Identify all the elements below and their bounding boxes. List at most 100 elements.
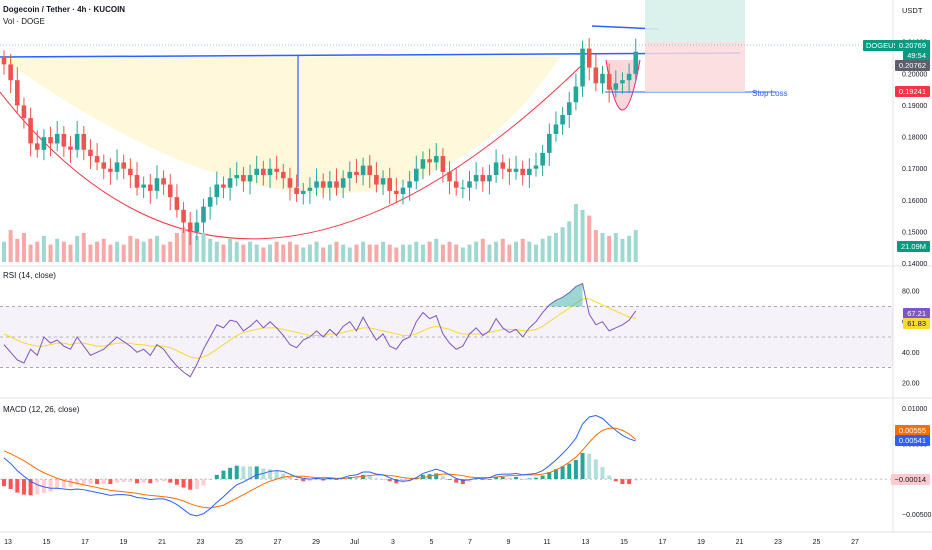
volume-bar [268, 244, 272, 262]
volume-bar [301, 247, 306, 262]
macd-signal-tag: 0.00555 [894, 425, 930, 436]
candle-body [433, 156, 439, 163]
volume-bar [174, 233, 179, 262]
macd-histogram-bar [613, 479, 618, 482]
macd-histogram-bar [101, 479, 106, 485]
volume-bar [514, 241, 519, 262]
candle-body [420, 159, 426, 169]
candle-body [606, 73, 612, 90]
macd-histogram-bar [307, 479, 312, 482]
stop-loss-label: Stop Loss [752, 89, 788, 98]
price-tick-label: 0.14000 [902, 261, 927, 268]
candle-body [254, 168, 259, 176]
macd-histogram-bar [527, 478, 532, 480]
volume-bar [487, 244, 492, 262]
volume-bar [101, 238, 106, 262]
volume-bar [334, 241, 339, 262]
time-tick-label: 29 [312, 539, 320, 546]
macd-histogram-bar [68, 479, 73, 487]
volume-bar [573, 204, 578, 262]
volume-bar [274, 241, 279, 262]
macd-histogram-bar [593, 459, 598, 480]
candle-body [400, 187, 406, 195]
volume-bar [540, 238, 545, 262]
candle-body [161, 178, 166, 185]
macd-histogram-bar [81, 479, 86, 485]
time-tick-label: 21 [158, 539, 166, 546]
volume-bar [440, 244, 445, 262]
macd-histogram-bar [48, 479, 53, 492]
candle-body [633, 51, 639, 74]
time-tick-label: 25 [813, 539, 821, 546]
candle-body [467, 181, 472, 188]
candle-body [407, 181, 412, 188]
volume-bar [181, 227, 186, 262]
rsi-line [3, 282, 637, 378]
volume-bar [414, 241, 419, 262]
volume-bar [580, 209, 585, 262]
macd-histogram-bar [2, 479, 6, 487]
macd-histogram-bar [135, 479, 139, 484]
candle-body [194, 222, 200, 232]
time-tick-label: 15 [620, 539, 628, 546]
candle-body [507, 168, 512, 172]
volume-bar [547, 235, 552, 262]
time-tick-label: 13 [582, 539, 590, 546]
volume-bar [553, 233, 558, 262]
time-tick-label: 19 [697, 539, 705, 546]
volume-bar [307, 244, 312, 262]
candle-body [28, 118, 33, 144]
macd-histogram-bar [600, 467, 605, 480]
candle-body [88, 149, 93, 157]
volume-bar [201, 233, 206, 262]
candle-body [247, 175, 253, 182]
macd-histogram-bar [108, 479, 113, 485]
candle-body [121, 162, 126, 169]
currency-label[interactable]: USDT [902, 6, 923, 15]
time-tick-label: 27 [274, 539, 282, 546]
rsi-label: RSI (14, close) [3, 271, 56, 280]
candle-body [274, 168, 279, 172]
candle-body [74, 133, 80, 150]
volume-bar [208, 238, 213, 262]
chart-title: Dogecoin / Tether · 4h · KUCOIN [3, 5, 126, 14]
macd-histogram-bar [294, 479, 299, 480]
volume-bar [527, 241, 532, 262]
candle-body [487, 175, 492, 182]
rsi-tick-label: 80.00 [902, 289, 920, 296]
candle-body [134, 175, 140, 188]
candle-body [560, 114, 565, 125]
macd-histogram-bar [61, 479, 66, 488]
macd-histogram-bar [201, 479, 206, 486]
time-tick-label: 17 [81, 539, 89, 546]
volume-bar [281, 244, 286, 262]
candle-body [21, 105, 27, 119]
macd-histogram-bar [268, 469, 272, 480]
target-price-tag: 0.20762 [894, 60, 930, 71]
candle-body [128, 168, 133, 176]
candle-body [314, 181, 319, 188]
volume-bar [28, 244, 33, 262]
macd-histogram-bar [534, 477, 538, 480]
rsi-tick-label: 20.00 [902, 380, 920, 387]
volume-bar [88, 244, 93, 262]
macd-histogram-bar [361, 474, 366, 480]
time-tick-label: 5 [430, 539, 434, 546]
macd-histogram-bar [21, 479, 26, 495]
time-tick-label: 19 [120, 539, 128, 546]
macd-hist-tag: −0.00014 [890, 474, 930, 485]
rsi-ma-line [3, 298, 636, 359]
candle-body [267, 168, 273, 176]
candle-body [281, 171, 286, 179]
macd-histogram-bar [8, 479, 13, 489]
target-zone [645, 0, 745, 42]
candle-body [394, 190, 399, 195]
candle-body [613, 83, 619, 90]
volume-bar [248, 241, 253, 262]
volume-bar [68, 244, 73, 262]
candle-body [626, 73, 632, 81]
candle-body [81, 133, 87, 150]
macd-histogram-bar [454, 479, 459, 483]
macd-histogram-bar [281, 473, 286, 480]
volume-bar [121, 244, 126, 262]
